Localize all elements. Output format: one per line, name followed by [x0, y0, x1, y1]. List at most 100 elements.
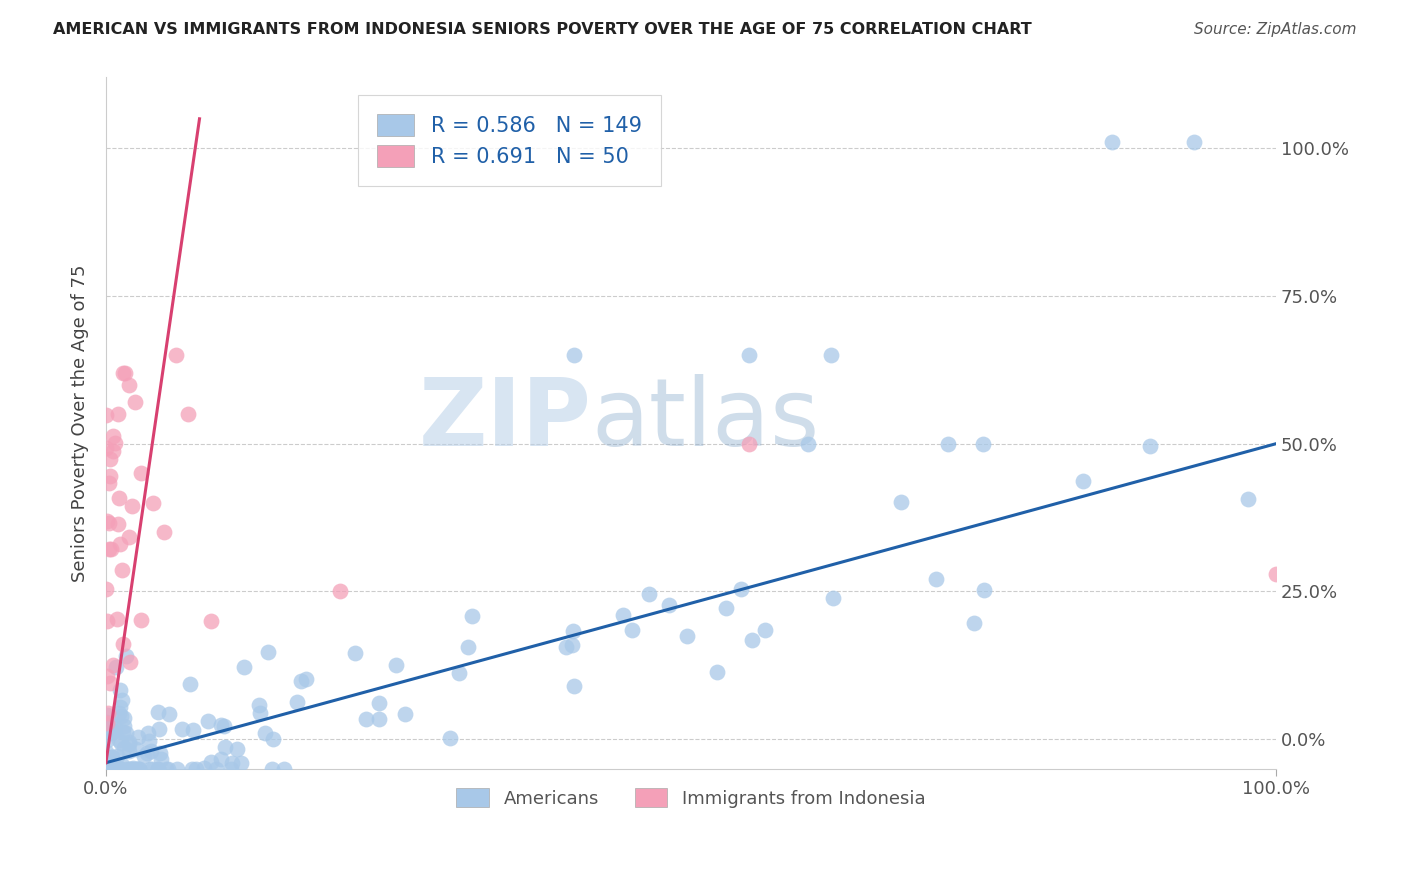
Point — [730, 582, 752, 596]
Point — [97, 762, 120, 776]
Point — [658, 598, 681, 612]
Legend: Americans, Immigrants from Indonesia: Americans, Immigrants from Indonesia — [449, 781, 932, 815]
Point — [457, 640, 479, 654]
Point — [290, 674, 312, 689]
Point — [112, 366, 135, 380]
Point — [554, 640, 576, 655]
Point — [148, 762, 170, 776]
Point — [110, 736, 132, 750]
Point — [166, 762, 188, 776]
Point — [129, 467, 152, 481]
Point — [212, 719, 235, 733]
Point — [179, 677, 201, 691]
Point — [125, 742, 148, 756]
Point — [562, 679, 585, 693]
Point — [612, 608, 634, 623]
Point — [94, 758, 117, 772]
Point — [94, 762, 117, 776]
Point — [260, 762, 283, 776]
Point — [797, 436, 820, 450]
Point — [100, 762, 122, 776]
Point — [96, 408, 118, 422]
Point — [118, 735, 141, 749]
Point — [107, 706, 129, 720]
Point — [1265, 566, 1288, 581]
Point — [193, 761, 215, 775]
Point — [108, 732, 131, 747]
Point — [105, 659, 128, 673]
Point — [890, 495, 912, 509]
Point — [118, 762, 141, 776]
Point — [96, 753, 118, 767]
Point — [96, 762, 118, 776]
Point — [226, 742, 249, 756]
Point — [200, 756, 222, 770]
Point — [110, 537, 132, 551]
Point — [96, 441, 118, 455]
Point — [821, 591, 844, 605]
Point — [108, 683, 131, 698]
Point — [157, 762, 180, 776]
Point — [128, 762, 150, 776]
Point — [738, 436, 761, 450]
Point — [118, 377, 141, 392]
Point — [96, 514, 118, 528]
Point — [111, 637, 134, 651]
Point — [249, 706, 271, 720]
Point — [98, 541, 121, 556]
Point — [973, 582, 995, 597]
Point — [153, 525, 176, 540]
Point — [148, 723, 170, 737]
Point — [96, 762, 118, 776]
Point — [118, 655, 141, 669]
Point — [94, 762, 117, 776]
Point — [118, 531, 141, 545]
Point — [94, 762, 117, 776]
Point — [449, 665, 471, 680]
Point — [142, 496, 165, 510]
Point — [146, 762, 169, 776]
Point — [138, 762, 160, 776]
Point — [107, 516, 129, 531]
Point — [114, 366, 136, 380]
Point — [186, 762, 208, 776]
Point — [1237, 491, 1260, 506]
Point — [132, 749, 155, 764]
Text: atlas: atlas — [592, 374, 820, 466]
Point — [214, 739, 236, 754]
Point — [384, 658, 406, 673]
Point — [96, 750, 118, 764]
Point — [127, 762, 149, 776]
Point — [221, 756, 243, 770]
Point — [963, 615, 986, 630]
Point — [146, 705, 169, 719]
Point — [94, 715, 117, 730]
Point — [98, 762, 121, 776]
Point — [115, 725, 138, 739]
Point — [562, 624, 585, 638]
Point — [1139, 439, 1161, 453]
Point — [561, 638, 583, 652]
Point — [98, 452, 121, 467]
Point — [94, 745, 117, 759]
Point — [111, 758, 134, 772]
Point — [122, 761, 145, 775]
Point — [100, 469, 122, 483]
Point — [96, 715, 118, 730]
Text: AMERICAN VS IMMIGRANTS FROM INDONESIA SENIORS POVERTY OVER THE AGE OF 75 CORRELA: AMERICAN VS IMMIGRANTS FROM INDONESIA SE… — [53, 22, 1032, 37]
Point — [127, 730, 149, 744]
Point — [439, 731, 461, 745]
Point — [98, 475, 121, 490]
Point — [1182, 136, 1205, 150]
Point — [111, 693, 134, 707]
Point — [101, 658, 124, 673]
Point — [141, 762, 163, 776]
Point — [118, 737, 141, 751]
Point — [180, 762, 202, 776]
Point — [103, 724, 125, 739]
Point — [98, 675, 121, 690]
Point — [285, 695, 308, 709]
Point — [96, 708, 118, 723]
Point — [714, 600, 737, 615]
Point — [253, 726, 276, 740]
